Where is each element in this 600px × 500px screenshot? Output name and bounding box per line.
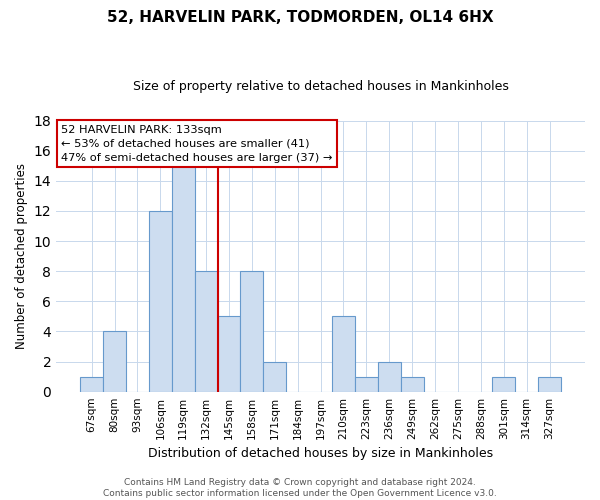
Bar — [149, 211, 172, 392]
Text: 52 HARVELIN PARK: 133sqm
← 53% of detached houses are smaller (41)
47% of semi-d: 52 HARVELIN PARK: 133sqm ← 53% of detach… — [61, 124, 333, 162]
Bar — [538, 376, 561, 392]
X-axis label: Distribution of detached houses by size in Mankinholes: Distribution of detached houses by size … — [148, 447, 493, 460]
Bar — [218, 316, 241, 392]
Bar — [194, 271, 218, 392]
Bar — [172, 166, 194, 392]
Text: Contains HM Land Registry data © Crown copyright and database right 2024.
Contai: Contains HM Land Registry data © Crown c… — [103, 478, 497, 498]
Y-axis label: Number of detached properties: Number of detached properties — [15, 163, 28, 349]
Bar — [103, 332, 126, 392]
Bar — [263, 362, 286, 392]
Text: 52, HARVELIN PARK, TODMORDEN, OL14 6HX: 52, HARVELIN PARK, TODMORDEN, OL14 6HX — [107, 10, 493, 25]
Bar — [378, 362, 401, 392]
Bar — [492, 376, 515, 392]
Bar — [355, 376, 378, 392]
Bar — [241, 271, 263, 392]
Bar — [80, 376, 103, 392]
Bar — [332, 316, 355, 392]
Bar — [401, 376, 424, 392]
Title: Size of property relative to detached houses in Mankinholes: Size of property relative to detached ho… — [133, 80, 509, 93]
